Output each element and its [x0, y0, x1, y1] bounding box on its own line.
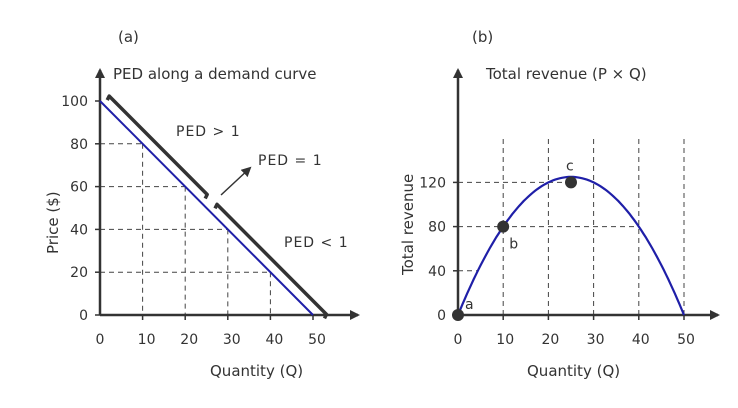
x-tick-label: 20 — [541, 332, 559, 348]
x-tick-label: 30 — [587, 332, 605, 348]
chart-a-y-ticks: 0 20 40 60 80 100 — [61, 94, 100, 324]
y-tick-label: 40 — [428, 264, 446, 280]
y-tick-label: 0 — [79, 308, 88, 324]
chart-a-series — [99, 100, 314, 316]
ped-annotation: PED > 1 — [176, 124, 241, 140]
x-tick-label: 50 — [308, 332, 326, 348]
chart-a-brackets — [105, 94, 329, 320]
chart-b-x-ticks: 0 10 20 30 40 50 — [454, 315, 695, 348]
ped-annotation: PED = 1 — [258, 153, 323, 169]
chart-a-panel-label: (a) — [118, 28, 139, 46]
chart-b-x-axis-title: Quantity (Q) — [527, 362, 620, 380]
x-tick-label: 40 — [632, 332, 650, 348]
y-tick-label: 120 — [419, 175, 446, 191]
demand-curve — [99, 100, 314, 316]
total-revenue-curve — [456, 175, 686, 316]
chart-a-x-ticks: 0 10 20 30 40 50 — [96, 315, 326, 348]
x-tick-label: 50 — [677, 332, 695, 348]
x-tick-label: 40 — [265, 332, 283, 348]
y-tick-label: 80 — [70, 137, 88, 153]
y-tick-label: 0 — [437, 308, 446, 324]
y-tick-label: 60 — [70, 180, 88, 196]
chart-b-title: Total revenue (P × Q) — [485, 65, 647, 83]
chart-a-annotations: PED > 1 PED = 1 PED < 1 — [176, 124, 349, 251]
y-tick-label: 40 — [70, 222, 88, 238]
x-tick-label: 10 — [138, 332, 156, 348]
chart-a: (a) PED along a demand curve 0 20 40 60 80 10… — [44, 28, 360, 380]
chart-b-grid — [458, 138, 685, 315]
y-tick-label: 20 — [70, 265, 88, 281]
x-tick-label: 0 — [96, 332, 105, 348]
chart-a-ped-1-pointer — [220, 166, 252, 196]
y-tick-label: 80 — [428, 220, 446, 236]
point-c — [565, 176, 577, 189]
chart-b: (b) Total revenue (P × Q) 0 40 80 120 0 10 20… — [399, 28, 720, 380]
point-a — [452, 309, 464, 321]
point-label-b: b — [509, 237, 518, 253]
point-b — [497, 220, 510, 233]
x-tick-label: 30 — [223, 332, 241, 348]
x-tick-label: 20 — [180, 332, 198, 348]
chart-a-x-axis-title: Quantity (Q) — [210, 362, 303, 380]
y-tick-label: 100 — [61, 94, 88, 110]
chart-b-series — [456, 175, 686, 316]
point-label-c: c — [566, 158, 574, 174]
chart-b-points: a b c — [452, 158, 577, 321]
x-tick-label: 10 — [496, 332, 514, 348]
point-label-a: a — [465, 297, 474, 313]
chart-b-panel-label: (b) — [472, 28, 493, 46]
chart-a-grid — [100, 143, 271, 315]
chart-b-y-ticks: 0 40 80 120 — [419, 175, 458, 324]
ped-bracket — [105, 94, 209, 200]
ped-annotation: PED < 1 — [284, 235, 349, 251]
ped-bracket — [213, 202, 329, 320]
x-tick-label: 0 — [454, 332, 463, 348]
chart-a-title: PED along a demand curve — [113, 65, 317, 83]
chart-b-y-axis-title: Total revenue — [399, 174, 417, 276]
chart-a-y-axis-title: Price ($) — [44, 191, 62, 254]
